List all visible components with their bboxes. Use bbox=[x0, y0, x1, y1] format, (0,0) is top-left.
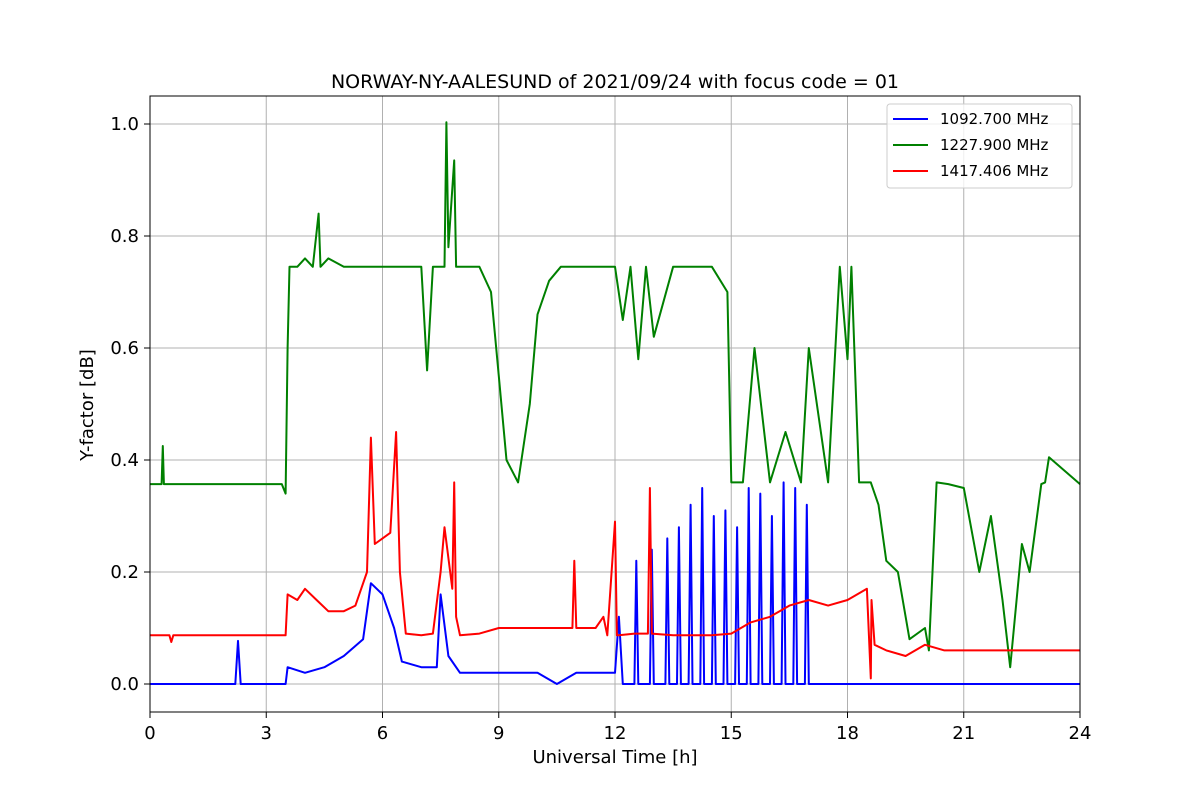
legend-box bbox=[886, 103, 1073, 189]
plot-series bbox=[150, 121, 1081, 685]
x-tick-label: 15 bbox=[720, 723, 743, 744]
legend-label: 1417.406 MHz bbox=[940, 162, 1049, 180]
series-line-2 bbox=[150, 121, 1081, 669]
y-tick-label: 0.0 bbox=[110, 674, 139, 695]
chart-title: NORWAY-NY-AALESUND of 2021/09/24 with fo… bbox=[331, 71, 899, 93]
y-tick-label: 1.0 bbox=[110, 114, 139, 135]
legend: 1092.700 MHz 1227.900 MHz 1417.406 MHz bbox=[886, 103, 1073, 189]
x-tick-label: 0 bbox=[144, 723, 155, 744]
x-tick-label: 9 bbox=[493, 723, 504, 744]
series-line-3 bbox=[150, 431, 1080, 680]
y-tick-label: 0.4 bbox=[110, 450, 139, 471]
series-line-1 bbox=[150, 481, 1080, 685]
x-axis-label: Universal Time [h] bbox=[532, 747, 697, 768]
x-tick-label: 6 bbox=[377, 723, 388, 744]
y-axis-label: Y-factor [dB] bbox=[77, 349, 98, 462]
x-tick-label: 3 bbox=[261, 723, 272, 744]
legend-label: 1227.900 MHz bbox=[940, 136, 1049, 154]
y-tick-label: 0.2 bbox=[110, 562, 139, 583]
y-tick-label: 0.6 bbox=[110, 338, 139, 359]
x-tick-label: 12 bbox=[604, 723, 627, 744]
legend-label: 1092.700 MHz bbox=[940, 110, 1049, 128]
ticks: 0 3 6 9 12 15 18 21 24 0.0 0.2 0.4 0.6 0.8 1.0 bbox=[110, 114, 1091, 744]
x-tick-label: 24 bbox=[1069, 723, 1092, 744]
x-tick-label: 18 bbox=[836, 723, 859, 744]
x-tick-label: 21 bbox=[952, 723, 975, 744]
y-tick-label: 0.8 bbox=[110, 226, 139, 247]
